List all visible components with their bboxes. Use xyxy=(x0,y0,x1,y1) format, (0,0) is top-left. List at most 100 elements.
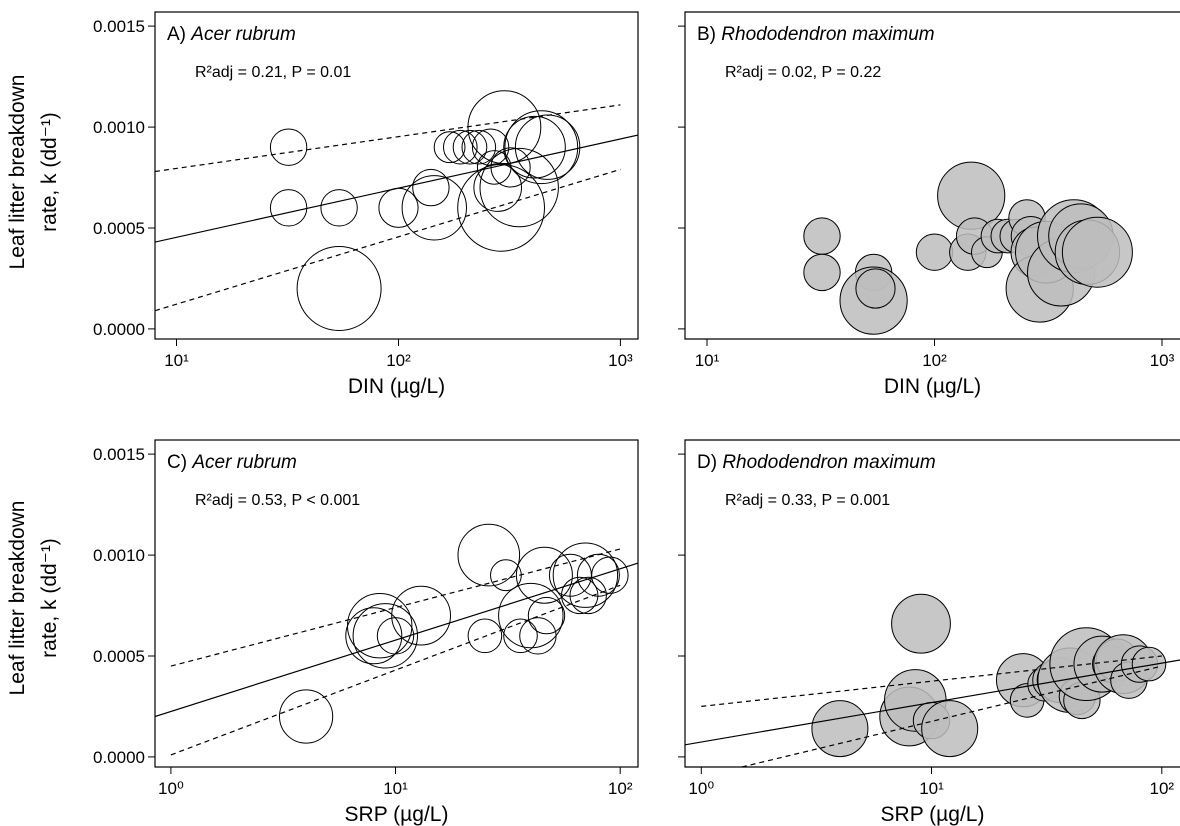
y-axis-label-bottom: Leaf litter breakdown rate, k (dd⁻¹) xyxy=(6,501,61,696)
plot-area xyxy=(685,593,1180,767)
panel-title: D) Rhododendron maximum xyxy=(697,452,936,473)
y-axis-label-line1: Leaf litter breakdown xyxy=(6,501,29,696)
data-point xyxy=(552,542,619,608)
panel-letter: A) xyxy=(167,24,191,45)
panel-d: 10⁰ 10¹ 10² SRP (µg/L) D) Rhododendron maxim… xyxy=(678,439,1180,826)
data-point xyxy=(391,585,452,646)
data-point xyxy=(803,253,841,292)
x-tick-label: 10² xyxy=(1150,779,1175,798)
species-name: Rhododendron maximum xyxy=(722,452,935,473)
data-point xyxy=(376,617,415,655)
x-axis-title: SRP (µg/L) xyxy=(345,803,449,826)
panel-letter: B) xyxy=(697,24,721,45)
data-point xyxy=(915,233,954,271)
data-point xyxy=(561,576,599,615)
data-point xyxy=(467,618,503,654)
data-point xyxy=(527,596,566,635)
data-point xyxy=(412,168,450,207)
panel-a: 0.0000 0.0005 0.0010 0.0015 10¹ 10² 10³ DIN (µg… xyxy=(93,11,639,398)
data-point xyxy=(352,603,418,669)
data-point xyxy=(269,189,308,227)
stat-annotation: R²adj = 0.02, P = 0.22 xyxy=(725,64,881,81)
fit-line xyxy=(685,659,1180,746)
data-point xyxy=(345,607,403,665)
data-point xyxy=(433,131,466,164)
x-axis-title: SRP (µg/L) xyxy=(881,803,985,826)
panel-title: B) Rhododendron maximum xyxy=(697,24,935,45)
plot-frame xyxy=(154,439,639,768)
panel-title: A) Acer rubrum xyxy=(167,24,296,45)
x-tick-label: 10¹ xyxy=(695,351,720,370)
data-point xyxy=(811,700,869,758)
y-axis-label-line2: rate, k (dd⁻¹) xyxy=(38,538,61,658)
x-tick-label: 10⁰ xyxy=(158,779,184,798)
data-point xyxy=(296,246,382,331)
stat-annotation: R²adj = 0.33, P = 0.001 xyxy=(725,492,890,509)
data-point xyxy=(479,147,559,228)
data-point xyxy=(1131,646,1167,682)
plot-area xyxy=(155,523,638,756)
data-point xyxy=(503,115,566,179)
data-point xyxy=(515,546,573,604)
plot-area xyxy=(803,161,1133,335)
y-tick-label: 0.0005 xyxy=(93,219,145,238)
x-tick-label: 10¹ xyxy=(383,779,408,798)
panel-c: 0.0000 0.0005 0.0010 0.0015 10⁰ 10¹ 10² SRP (µg… xyxy=(93,439,639,826)
data-point xyxy=(347,593,413,659)
data-point xyxy=(921,700,979,758)
plot-area xyxy=(155,90,638,331)
ci-lower-line xyxy=(155,168,621,312)
y-tick-label: 0.0015 xyxy=(93,445,145,464)
data-point xyxy=(569,576,607,615)
stat-annotation: R²adj = 0.21, P = 0.01 xyxy=(195,64,351,81)
data-point xyxy=(519,617,557,655)
species-name: Rhododendron maximum xyxy=(721,24,934,45)
plot-frame xyxy=(154,11,639,340)
plot-frame xyxy=(684,11,1180,340)
fit-line xyxy=(155,134,638,243)
data-point xyxy=(320,189,358,227)
x-tick-label: 10² xyxy=(386,351,411,370)
species-name: Acer rubrum xyxy=(190,24,296,45)
data-point xyxy=(401,175,467,241)
y-tick-label: 0.0005 xyxy=(93,647,145,666)
y-axis-label-line2: rate, k (dd⁻¹) xyxy=(38,112,61,232)
data-point xyxy=(443,129,478,165)
panel-title: C) Acer rubrum xyxy=(167,452,297,473)
x-tick-label: 10¹ xyxy=(164,351,189,370)
data-point xyxy=(461,129,497,165)
panel-letter: D) xyxy=(697,452,722,473)
data-point xyxy=(591,556,629,594)
data-point xyxy=(803,217,841,255)
panel-b: 10¹ 10² 10³ DIN (µg/L) B) Rhododendron maxim… xyxy=(678,11,1180,398)
x-tick-label: 10³ xyxy=(1150,351,1175,370)
data-point xyxy=(504,110,579,185)
x-tick-label: 10⁰ xyxy=(688,779,714,798)
data-point xyxy=(269,128,308,166)
ci-upper-line xyxy=(155,104,621,173)
data-point xyxy=(452,129,488,165)
x-tick-label: 10³ xyxy=(608,351,633,370)
data-point xyxy=(498,582,564,649)
x-tick-label: 10¹ xyxy=(919,779,944,798)
stat-annotation: R²adj = 0.53, P < 0.001 xyxy=(195,492,360,509)
plot-frame xyxy=(684,439,1180,768)
panel-letter: C) xyxy=(167,452,192,473)
y-axis-label-line1: Leaf litter breakdown xyxy=(6,75,29,270)
data-point xyxy=(279,689,334,744)
y-tick-label: 0.0010 xyxy=(93,546,145,565)
data-point xyxy=(514,114,581,180)
y-tick-label: 0.0010 xyxy=(93,118,145,137)
species-name: Acer rubrum xyxy=(191,452,297,473)
ci-lower-line xyxy=(170,584,621,756)
y-axis-label-top: Leaf litter breakdown rate, k (dd⁻¹) xyxy=(6,75,61,270)
data-point xyxy=(457,163,546,252)
y-tick-label: 0.0015 xyxy=(93,17,145,36)
data-point xyxy=(855,268,896,309)
data-point xyxy=(473,163,523,212)
x-tick-label: 10² xyxy=(608,779,633,798)
fit-line xyxy=(155,562,638,718)
data-point xyxy=(891,593,951,654)
y-tick-label: 0.0000 xyxy=(93,320,145,339)
